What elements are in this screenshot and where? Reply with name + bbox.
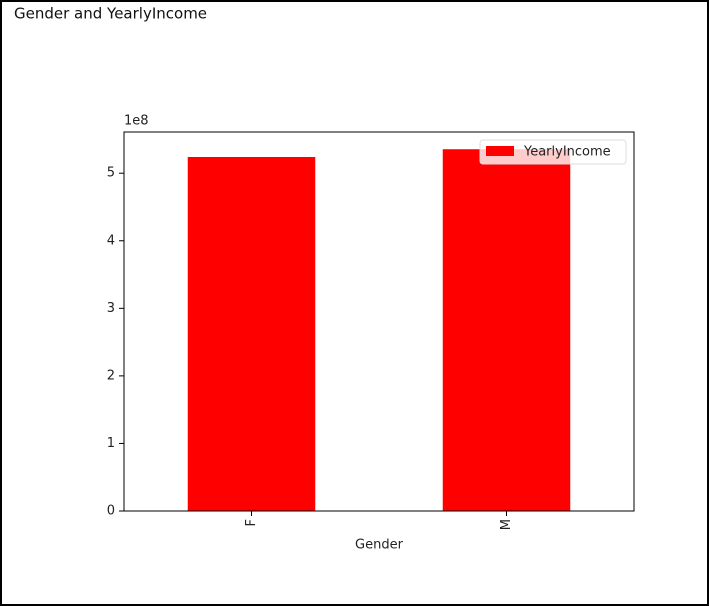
chart-title: Gender and YearlyIncome <box>14 5 207 23</box>
bar <box>187 156 316 511</box>
plot-frame <box>123 131 635 512</box>
legend-swatch <box>486 146 514 156</box>
y-tick-label: 3 <box>107 301 115 316</box>
y-tick-label: 2 <box>107 368 115 383</box>
x-axis-label: Gender <box>355 538 404 553</box>
y-tick-label: 4 <box>107 233 115 248</box>
y-tick-label: 5 <box>107 166 115 181</box>
y-tick-label: 1 <box>107 436 115 451</box>
y-offset-label: 1e8 <box>124 114 149 129</box>
x-tick-label: F <box>244 519 259 526</box>
legend-label: YearlyIncome <box>523 145 611 160</box>
y-tick-label: 0 <box>107 504 115 519</box>
legend-box <box>479 139 627 165</box>
bar <box>442 149 571 511</box>
x-tick-label: M <box>499 519 514 530</box>
